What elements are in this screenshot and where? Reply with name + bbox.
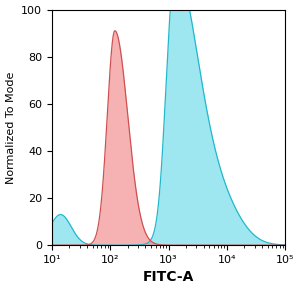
Y-axis label: Normalized To Mode: Normalized To Mode <box>6 71 16 184</box>
X-axis label: FITC-A: FITC-A <box>143 271 194 284</box>
